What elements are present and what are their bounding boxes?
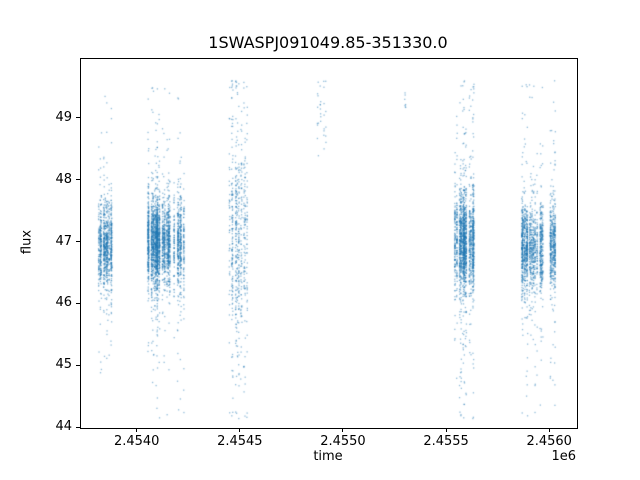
x-tick-mark [342, 428, 344, 432]
y-tick-mark [76, 302, 80, 304]
x-axis-label: time [313, 449, 343, 464]
y-axis-label: flux [19, 229, 35, 255]
scatter-points-canvas [81, 59, 577, 428]
y-tick-label: 45 [55, 357, 72, 373]
y-tick-mark [76, 364, 80, 366]
y-tick-mark [76, 426, 80, 428]
plot-area [80, 58, 578, 429]
x-tick-mark [548, 428, 550, 432]
y-tick-label: 47 [55, 233, 72, 249]
x-tick-label: 2.4560 [526, 434, 572, 449]
y-tick-label: 48 [55, 171, 72, 187]
chart-title: 1SWASPJ091049.85-351330.0 [208, 33, 448, 52]
y-tick-mark [76, 179, 80, 181]
x-tick-label: 2.4555 [423, 434, 469, 449]
x-tick-label: 2.4545 [217, 434, 263, 449]
y-tick-label: 44 [55, 419, 72, 434]
x-tick-mark [239, 428, 241, 432]
y-tick-label: 49 [55, 109, 72, 125]
x-axis-offset-label: 1e6 [551, 449, 576, 464]
y-tick-mark [76, 241, 80, 243]
y-tick-label: 46 [55, 295, 72, 311]
x-tick-mark [445, 428, 447, 432]
y-tick-mark [76, 117, 80, 119]
x-tick-label: 2.4550 [320, 434, 366, 449]
x-tick-label: 2.4540 [113, 434, 160, 449]
x-tick-mark [136, 428, 138, 432]
